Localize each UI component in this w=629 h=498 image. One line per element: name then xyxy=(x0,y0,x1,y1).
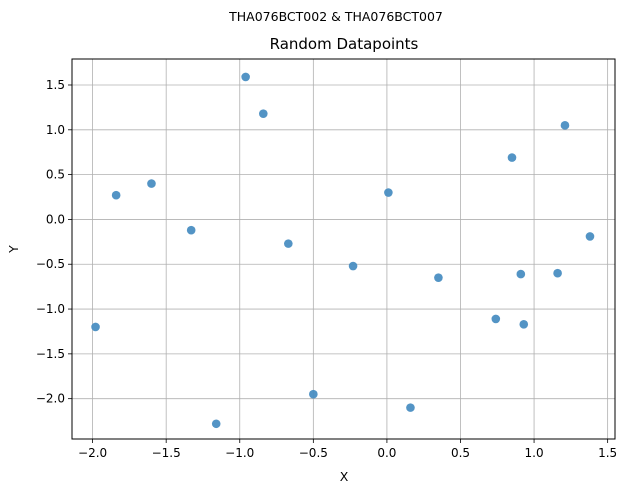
data-point xyxy=(553,268,562,278)
data-points xyxy=(91,72,595,429)
data-point xyxy=(241,72,250,82)
x-axis-label: X xyxy=(340,469,349,484)
y-axis-label: Y xyxy=(6,245,21,254)
x-tick-label: −1.5 xyxy=(152,446,181,460)
data-point xyxy=(147,179,156,188)
data-point xyxy=(406,403,415,412)
y-tick-label: −1.0 xyxy=(36,302,65,316)
x-axis-ticks: −2.0 −1.5 −1.0 −0.5 0.0 0.5 1.0 1.5 xyxy=(78,439,617,460)
x-tick-label: −1.0 xyxy=(225,446,254,460)
grid xyxy=(72,59,615,439)
x-tick-label: 0.5 xyxy=(451,446,470,460)
x-tick-label: 0.0 xyxy=(377,446,396,460)
y-tick-label: 0.0 xyxy=(46,212,65,226)
data-point xyxy=(519,319,529,329)
y-tick-label: −1.5 xyxy=(36,347,65,361)
data-point xyxy=(491,314,501,324)
data-point xyxy=(348,261,358,271)
data-point xyxy=(585,232,595,241)
y-tick-label: −0.5 xyxy=(36,257,65,271)
plot-frame xyxy=(71,58,616,440)
figure-suptitle: THA076BCT002 & THA076BCT007 xyxy=(228,9,443,24)
y-tick-label: 1.5 xyxy=(46,78,65,92)
y-tick-label: −2.0 xyxy=(36,392,65,406)
data-point xyxy=(434,273,443,282)
y-axis-ticks: −2.0 −1.5 −1.0 −0.5 0.0 0.5 1.0 1.5 xyxy=(36,78,72,406)
data-point xyxy=(507,153,517,162)
data-point xyxy=(284,239,293,248)
data-point xyxy=(211,419,221,429)
chart-title: Random Datapoints xyxy=(270,35,419,53)
data-point xyxy=(309,389,318,399)
x-tick-label: −2.0 xyxy=(78,446,107,460)
data-point xyxy=(91,322,100,332)
x-tick-label: 1.0 xyxy=(525,446,544,460)
y-tick-label: 0.5 xyxy=(46,168,65,182)
data-point xyxy=(560,121,570,130)
data-point xyxy=(111,190,121,200)
x-tick-label: 1.5 xyxy=(598,446,617,460)
data-point xyxy=(186,225,196,235)
data-point xyxy=(516,269,526,279)
data-point xyxy=(384,188,393,197)
x-tick-label: −0.5 xyxy=(299,446,328,460)
y-tick-label: 1.0 xyxy=(46,123,65,137)
data-point xyxy=(259,109,268,118)
